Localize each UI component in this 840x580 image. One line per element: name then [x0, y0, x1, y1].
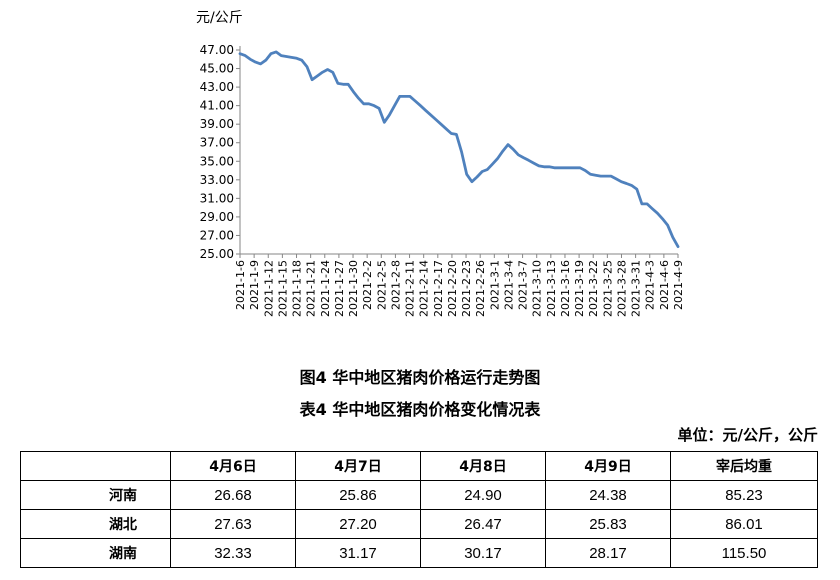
- x-tick-label: 2021-3-10: [531, 260, 544, 317]
- table-cell: 25.86: [295, 480, 421, 510]
- header-cell-apr7: 4月7日: [295, 451, 421, 481]
- y-tick-label: 27.00: [200, 228, 234, 242]
- table-cell: 30.17: [420, 538, 546, 568]
- table-caption: 表4 华中地区猪肉价格变化情况表: [299, 400, 541, 419]
- table-cell: 32.33: [170, 538, 296, 568]
- table-cell: 27.63: [170, 509, 296, 539]
- table-cell: 24.38: [545, 480, 671, 510]
- table-cell: 26.68: [170, 480, 296, 510]
- header-cell-apr9: 4月9日: [545, 451, 671, 481]
- header-cell-avg-weight: 宰后均重: [670, 451, 818, 481]
- x-tick-label: 2021-3-4: [502, 260, 515, 310]
- table-cell: 115.50: [670, 538, 818, 568]
- region-cell: 湖南: [20, 538, 171, 568]
- table-cell: 31.17: [295, 538, 421, 568]
- y-tick-label: 45.00: [200, 62, 234, 76]
- x-tick-label: 2021-1-15: [276, 260, 289, 317]
- x-tick-label: 2021-1-18: [291, 260, 304, 317]
- x-tick-label: 2021-3-31: [630, 260, 643, 317]
- x-tick-label: 2021-3-22: [587, 260, 600, 317]
- x-tick-label: 2021-2-11: [404, 260, 417, 317]
- x-tick-label: 2021-2-2: [361, 260, 374, 310]
- region-cell: 河南: [20, 480, 171, 510]
- x-tick-label: 2021-2-20: [446, 260, 459, 317]
- x-tick-label: 2021-2-17: [432, 260, 445, 317]
- y-tick-label: 39.00: [200, 117, 234, 131]
- price-series-line: [238, 50, 680, 249]
- region-cell: 湖北: [20, 509, 171, 539]
- price-trend-chart: 元/公斤 47.00 45.00 43.00 41.00 39.00 37.00 35.00…: [196, 10, 685, 317]
- table-cell: 86.01: [670, 509, 818, 539]
- x-tick-label: 2021-4-3: [644, 260, 657, 310]
- table-row: 河南 26.68 25.86 24.90 24.38 85.23: [20, 480, 818, 510]
- x-tick-label: 2021-1-9: [248, 260, 261, 310]
- x-tick-label: 2021-3-7: [517, 260, 530, 310]
- series-group: [238, 50, 680, 249]
- table-cell: 27.20: [295, 509, 421, 539]
- x-tick-label: 2021-1-12: [262, 260, 275, 317]
- table-cell: 85.23: [670, 480, 818, 510]
- x-tick-labels: 2021-1-6 2021-1-9 2021-1-12 2021-1-15 2021-1…: [234, 260, 685, 317]
- y-tick-label: 29.00: [200, 210, 234, 224]
- header-cell-apr6: 4月6日: [170, 451, 296, 481]
- unit-label: 单位：元/公斤，公斤: [677, 426, 818, 444]
- x-tick-label: 2021-3-1: [488, 260, 501, 310]
- x-tick-label: 2021-2-14: [418, 260, 431, 317]
- table-cell: 28.17: [545, 538, 671, 568]
- x-tick-label: 2021-3-16: [559, 260, 572, 317]
- header-cell-apr8: 4月8日: [420, 451, 546, 481]
- x-tick-label: 2021-1-21: [305, 260, 318, 317]
- table-cell: 26.47: [420, 509, 546, 539]
- x-tick-label: 2021-1-6: [234, 260, 247, 310]
- y-tick-label: 35.00: [200, 154, 234, 168]
- x-tick-label: 2021-4-9: [672, 260, 685, 310]
- header-cell-blank: [20, 451, 171, 481]
- table-cell: 25.83: [545, 509, 671, 539]
- y-tick-label: 37.00: [200, 136, 234, 150]
- x-tick-label: 2021-1-30: [347, 260, 360, 317]
- x-tick-label: 2021-1-24: [319, 260, 332, 317]
- x-tick-label: 2021-3-13: [545, 260, 558, 317]
- table-header-row: 4月6日 4月7日 4月8日 4月9日 宰后均重: [20, 451, 818, 481]
- table-row: 湖南 32.33 31.17 30.17 28.17 115.50: [20, 538, 818, 568]
- y-tick-label: 41.00: [200, 99, 234, 113]
- y-tick-label: 33.00: [200, 173, 234, 187]
- x-tick-label: 2021-2-26: [474, 260, 487, 317]
- y-tick-labels: 47.00 45.00 43.00 41.00 39.00 37.00 35.00 33.00…: [200, 43, 234, 261]
- x-tick-label: 2021-1-27: [333, 260, 346, 317]
- x-tick-label: 2021-2-5: [375, 260, 388, 310]
- x-tick-label: 2021-3-28: [615, 260, 628, 317]
- price-table: 4月6日 4月7日 4月8日 4月9日 宰后均重 河南 26.68 25.86 …: [20, 451, 818, 568]
- y-tick-label: 25.00: [200, 247, 234, 261]
- y-tick-label: 43.00: [200, 80, 234, 94]
- x-tick-label: 2021-3-25: [601, 260, 614, 317]
- table-row: 湖北 27.63 27.20 26.47 25.83 86.01: [20, 509, 818, 539]
- x-tick-label: 2021-4-6: [658, 260, 671, 310]
- y-tick-label: 31.00: [200, 191, 234, 205]
- table-cell: 24.90: [420, 480, 546, 510]
- x-tick-label: 2021-3-19: [573, 260, 586, 317]
- y-tick-label: 47.00: [200, 43, 234, 57]
- x-tick-label: 2021-2-8: [389, 260, 402, 310]
- y-axis-title: 元/公斤: [196, 10, 243, 26]
- x-tick-label: 2021-2-23: [460, 260, 473, 317]
- chart-axes: [236, 46, 679, 258]
- figure-caption: 图4 华中地区猪肉价格运行走势图: [299, 368, 541, 387]
